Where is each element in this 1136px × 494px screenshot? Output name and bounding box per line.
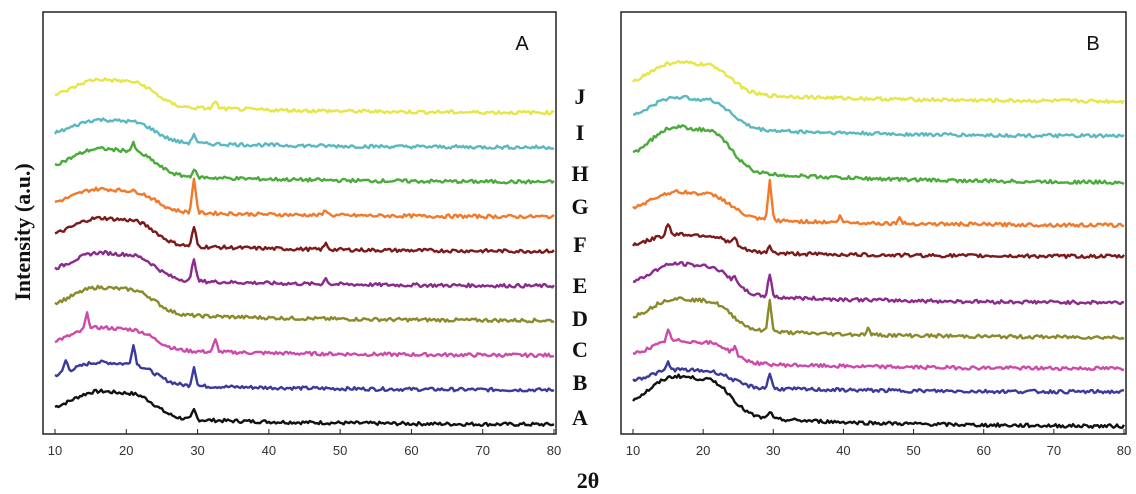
panel-b-x-tick-label-2: 30 [766,443,780,458]
panel-b-series-2 [632,328,1125,372]
panel-a-x-tick-label-4: 50 [333,443,347,458]
panel-a-series-9 [54,77,555,116]
trace-label-f: F [573,232,586,257]
panel-a-series-5 [54,215,555,254]
trace-label-e: E [573,273,588,298]
panel-a-x-tick-label-0: 10 [48,443,62,458]
panel-b-x-ticks: 10 20 30 40 50 60 70 80 [626,429,1131,458]
panel-b-series-6 [632,178,1125,228]
panel-a-x-tick-label-3: 40 [262,443,276,458]
panel-a-series-7 [54,140,555,185]
trace-label-a: A [572,405,588,430]
panel-b-x-tick-label-5: 60 [976,443,990,458]
trace-label-b: B [573,370,588,395]
x-axis-label: 2θ [577,468,599,493]
trace-label-d: D [572,306,588,331]
panel-b-series-7 [632,124,1125,186]
panel-a-series [53,77,555,427]
panel-b-x-tick-label-3: 40 [836,443,850,458]
panel-b-x-tick-label-0: 10 [626,443,640,458]
panel-b-frame [620,11,1127,435]
panel-b-series-9 [632,59,1125,104]
trace-label-h: H [571,161,588,186]
panel-b-series-0 [632,373,1126,429]
panel-b: 10 20 30 40 50 60 70 80 B [620,11,1131,458]
panel-b-series-4 [632,261,1125,306]
panel-b-series-8 [632,94,1125,139]
panel-a-series-8 [53,117,555,151]
panel-a-x-tick-label-5: 60 [404,443,418,458]
panel-a-series-3 [54,284,555,324]
panel-a-series-0 [54,388,555,427]
panel-a: 10 20 30 40 50 60 70 80 A [42,11,561,458]
panel-a-series-2 [54,311,555,359]
panel-b-letter: B [1086,33,1099,55]
panel-b-x-tick-label-6: 70 [1047,443,1061,458]
panel-b-series-5 [632,223,1125,260]
panel-a-x-tick-label-2: 30 [190,443,204,458]
panel-a-series-4 [54,250,555,289]
panel-a-x-tick-label-7: 80 [547,443,561,458]
panel-b-series-1 [632,360,1124,395]
panel-a-x-ticks: 10 20 30 40 50 60 70 80 [48,429,561,458]
panel-a-x-tick-label-6: 70 [475,443,489,458]
y-axis-label: Intensity (a.u.) [10,163,35,301]
panel-a-series-6 [54,177,555,220]
panel-b-x-tick-label-4: 50 [906,443,920,458]
panel-b-x-tick-label-1: 20 [696,443,710,458]
panel-a-series-1 [54,344,555,393]
panel-a-letter: A [515,33,529,55]
trace-label-i: I [576,120,585,145]
panel-a-x-tick-label-1: 20 [119,443,133,458]
trace-label-g: G [571,194,588,219]
trace-label-c: C [572,337,588,362]
panel-b-series-3 [632,296,1125,341]
trace-label-j: J [575,84,586,109]
panel-b-x-tick-label-7: 80 [1117,443,1131,458]
panel-a-frame [42,11,557,435]
panel-b-series [632,59,1126,429]
